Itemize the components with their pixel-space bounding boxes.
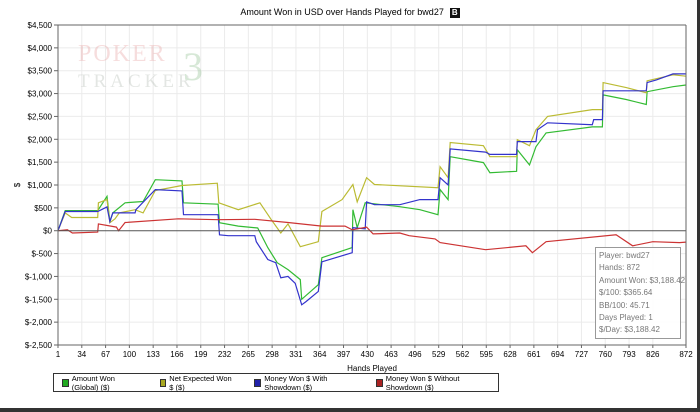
- x-tick-label: 463: [384, 350, 398, 359]
- y-tick-label: $3,500: [28, 67, 53, 76]
- x-tick-label: 34: [77, 350, 86, 359]
- x-tick-label: 298: [265, 350, 279, 359]
- y-tick-label: $3,000: [28, 90, 53, 99]
- logo-version: 3: [183, 44, 203, 89]
- logo-line2: TRACKER: [78, 71, 195, 92]
- tooltip-days-played: Days Played: 1: [599, 312, 653, 322]
- tooltip-per-day: $/Day: $3,188.42: [599, 325, 660, 335]
- x-axis-label: Hands Played: [347, 364, 397, 373]
- x-tick-label: 199: [194, 350, 208, 359]
- x-tick-label: 1: [56, 350, 61, 359]
- x-tick-label: 67: [101, 350, 110, 359]
- y-tick-label: $-2,500: [25, 341, 53, 350]
- player-stats-tooltip: Player: bwd27 Hands: 872 Amount Won: $3,…: [595, 247, 686, 339]
- window-border: [697, 0, 700, 408]
- tooltip-hands: Hands: 872: [599, 263, 640, 273]
- x-tick-label: 694: [551, 350, 565, 359]
- legend-swatch: [254, 378, 262, 387]
- pokertracker-logo: POKER TRACKER 3: [78, 41, 203, 92]
- y-tick-label: $0: [43, 227, 52, 236]
- legend-label: Money Won $ With Showdown ($): [264, 373, 328, 392]
- axes: $4,500 $4,000 $3,500 $3,000 $2,500 $2,000 $1,5…: [13, 21, 693, 373]
- x-tick-label: 133: [146, 350, 160, 359]
- legend-label: Net Expected Won $ ($): [169, 373, 232, 392]
- legend-swatch: [376, 378, 383, 387]
- tooltip-bb-100: BB/100: 45.71: [599, 300, 650, 310]
- y-tick-label: $4,500: [28, 21, 53, 30]
- x-tick-label: 430: [361, 350, 375, 359]
- series-line-2: [57, 73, 686, 306]
- logo-line1: POKER: [78, 41, 167, 67]
- x-tick-label: 872: [679, 350, 693, 359]
- y-tick-label: $4,000: [28, 44, 53, 53]
- x-tick-label: 529: [432, 350, 446, 359]
- chart-title-bar: Amount Won in USD over Hands Played for …: [0, 7, 700, 18]
- legend-item-net-expected[interactable]: Net Expected Won $ ($): [159, 373, 233, 392]
- legend-swatch: [159, 378, 167, 387]
- y-tick-label: $-1,000: [25, 272, 53, 281]
- x-tick-label: 232: [218, 350, 232, 359]
- x-tick-label: 727: [575, 350, 589, 359]
- series-line-3: [57, 218, 687, 254]
- x-tick-label: 265: [242, 350, 256, 359]
- y-axis-label: $: [13, 182, 22, 187]
- x-tick-label: 760: [599, 350, 613, 359]
- y-tick-label: $1,000: [28, 181, 53, 190]
- x-tick-label: 595: [480, 350, 494, 359]
- x-tick-label: 826: [646, 350, 660, 359]
- tooltip-player: Player: bwd27: [599, 251, 650, 260]
- y-tick-label: $-500: [32, 250, 53, 259]
- legend: Amount Won (Global) ($) Net Expected Won…: [53, 373, 499, 392]
- chart-title: Amount Won in USD over Hands Played for …: [240, 7, 444, 17]
- x-tick-label: 628: [503, 350, 517, 359]
- y-tick-label: $2,500: [28, 112, 53, 121]
- x-tick-label: 793: [622, 350, 636, 359]
- x-tick-label: 562: [456, 350, 470, 359]
- series-line-0: [57, 84, 687, 301]
- x-tick-label: 397: [337, 350, 351, 359]
- y-tick-label: $1,500: [28, 158, 53, 167]
- legend-item-with-showdown[interactable]: Money Won $ With Showdown ($): [254, 374, 354, 392]
- window-border: [0, 408, 700, 412]
- tooltip-per-100: $/100: $365.64: [599, 288, 653, 298]
- x-tick-label: 496: [408, 350, 422, 359]
- x-tick-label: 100: [123, 350, 137, 359]
- legend-item-without-showdown[interactable]: Money Won $ Without Showdown ($): [376, 374, 484, 392]
- y-tick-label: $-2,000: [25, 318, 53, 327]
- y-tick-label: $-1,500: [25, 295, 53, 304]
- y-tick-label: $500: [34, 204, 52, 213]
- x-tick-label: 331: [289, 350, 303, 359]
- x-tick-label: 661: [527, 350, 541, 359]
- series-lines: [57, 73, 687, 306]
- legend-label: Amount Won (Global) ($): [71, 373, 115, 392]
- series-line-1: [57, 74, 687, 248]
- legend-label: Money Won $ Without Showdown ($): [385, 373, 460, 392]
- legend-item-amount-won[interactable]: Amount Won (Global) ($): [62, 374, 138, 392]
- tooltip-amount-won: Amount Won: $3,188.42: [599, 275, 686, 285]
- x-tick-label: 364: [313, 350, 327, 359]
- x-tick-label: 166: [170, 350, 184, 359]
- badge-b-icon[interactable]: B: [449, 8, 460, 18]
- y-tick-label: $2,000: [28, 135, 53, 144]
- legend-swatch: [62, 378, 69, 387]
